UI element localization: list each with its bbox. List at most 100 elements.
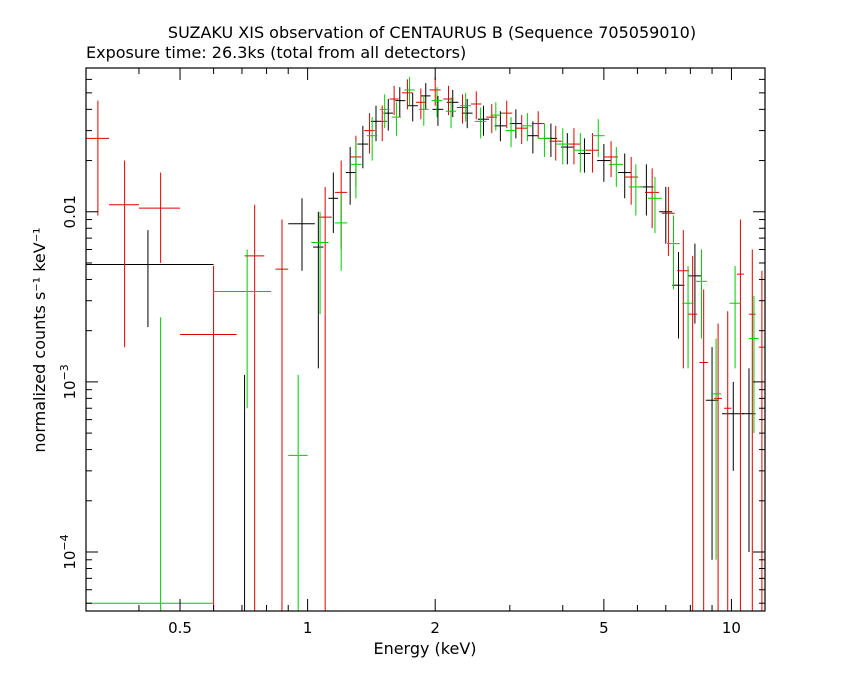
data-point	[318, 186, 332, 611]
data-point	[609, 147, 624, 187]
data-point	[313, 211, 324, 369]
data-point	[350, 141, 362, 199]
data-point	[460, 92, 472, 122]
data-point	[431, 87, 443, 118]
series-1	[86, 76, 765, 611]
data-point	[345, 147, 356, 205]
data-point	[628, 164, 643, 216]
data-point	[748, 295, 759, 434]
series-0	[86, 83, 756, 612]
data-point	[357, 125, 369, 169]
data-point	[748, 249, 756, 611]
data-point	[244, 204, 265, 611]
y-axis-label: normalized counts s⁻¹ keV⁻¹	[30, 227, 49, 452]
data-point	[328, 172, 339, 234]
x-tick-label: 2	[430, 619, 440, 637]
data-point	[597, 144, 611, 182]
chart-subtitle: Exposure time: 26.3ks (total from all de…	[86, 43, 466, 62]
data-point	[443, 85, 454, 116]
data-point	[667, 215, 680, 290]
data-point	[180, 265, 237, 611]
data-point	[213, 249, 272, 409]
data-point	[729, 265, 741, 369]
data-point	[86, 100, 110, 216]
data-point	[239, 374, 250, 612]
data-point	[288, 198, 315, 271]
data-point	[527, 121, 539, 154]
data-point	[471, 91, 482, 120]
data-point	[585, 133, 600, 173]
data-point	[638, 164, 654, 216]
chart-title: SUZAKU XIS observation of CENTAURUS B (S…	[168, 23, 696, 42]
data-point	[647, 177, 662, 234]
data-point	[515, 115, 528, 145]
data-point	[391, 102, 401, 136]
data-point	[714, 323, 722, 611]
data-point	[505, 117, 517, 148]
data-point	[420, 83, 431, 110]
x-tick-label: 10	[722, 619, 741, 637]
data-point	[389, 85, 399, 116]
data-point	[311, 211, 329, 315]
data-point	[402, 79, 413, 110]
data-point	[288, 374, 308, 611]
data-point	[395, 87, 406, 118]
data-point	[682, 265, 694, 369]
data-point	[659, 186, 673, 244]
data-point	[509, 109, 522, 139]
data-point	[474, 107, 487, 139]
data-point	[603, 141, 619, 178]
data-point	[501, 100, 513, 129]
data-point	[377, 105, 388, 142]
data-point	[379, 94, 390, 129]
data-point	[109, 160, 139, 348]
data-point	[699, 289, 708, 611]
y-tick-label: 0.01	[61, 195, 79, 228]
data-marks	[86, 76, 765, 612]
data-point	[364, 113, 375, 154]
data-point	[661, 186, 675, 256]
plot-frame	[85, 67, 766, 612]
data-point	[138, 172, 181, 263]
x-tick-label: 0.5	[168, 619, 192, 637]
x-axis-label: Energy (keV)	[373, 639, 476, 658]
data-point	[723, 311, 732, 611]
data-point	[86, 230, 214, 328]
data-point	[758, 270, 765, 611]
data-point	[445, 97, 457, 129]
data-point	[538, 123, 551, 157]
data-point	[742, 368, 756, 553]
data-point	[531, 111, 545, 139]
data-point	[429, 76, 441, 106]
data-point	[556, 128, 570, 165]
data-point	[494, 111, 507, 142]
data-point	[573, 133, 587, 173]
data-point	[477, 105, 490, 136]
x-tick-label: 1	[303, 619, 313, 637]
data-point	[521, 113, 533, 142]
data-point	[461, 99, 473, 129]
data-point	[688, 255, 698, 611]
data-point	[688, 243, 702, 324]
data-point	[418, 95, 429, 126]
data-point	[711, 338, 722, 560]
data-point	[404, 76, 415, 106]
data-point	[86, 317, 214, 611]
series-2	[86, 76, 759, 611]
data-point	[696, 249, 707, 339]
data-point	[407, 92, 418, 122]
data-point	[677, 230, 690, 369]
data-point	[456, 94, 468, 124]
y-tick-label: 10−4	[58, 534, 79, 569]
x-tick-label: 5	[599, 619, 609, 637]
data-point	[591, 119, 605, 157]
data-point	[275, 219, 289, 611]
data-point	[366, 117, 378, 161]
data-point	[567, 128, 581, 165]
data-point	[549, 125, 562, 161]
data-point	[672, 252, 685, 339]
data-point	[736, 219, 744, 611]
axis-ticks: 0.5 1 2 5 10 10−4 10−3 0.01	[58, 67, 765, 637]
data-point	[618, 153, 632, 199]
